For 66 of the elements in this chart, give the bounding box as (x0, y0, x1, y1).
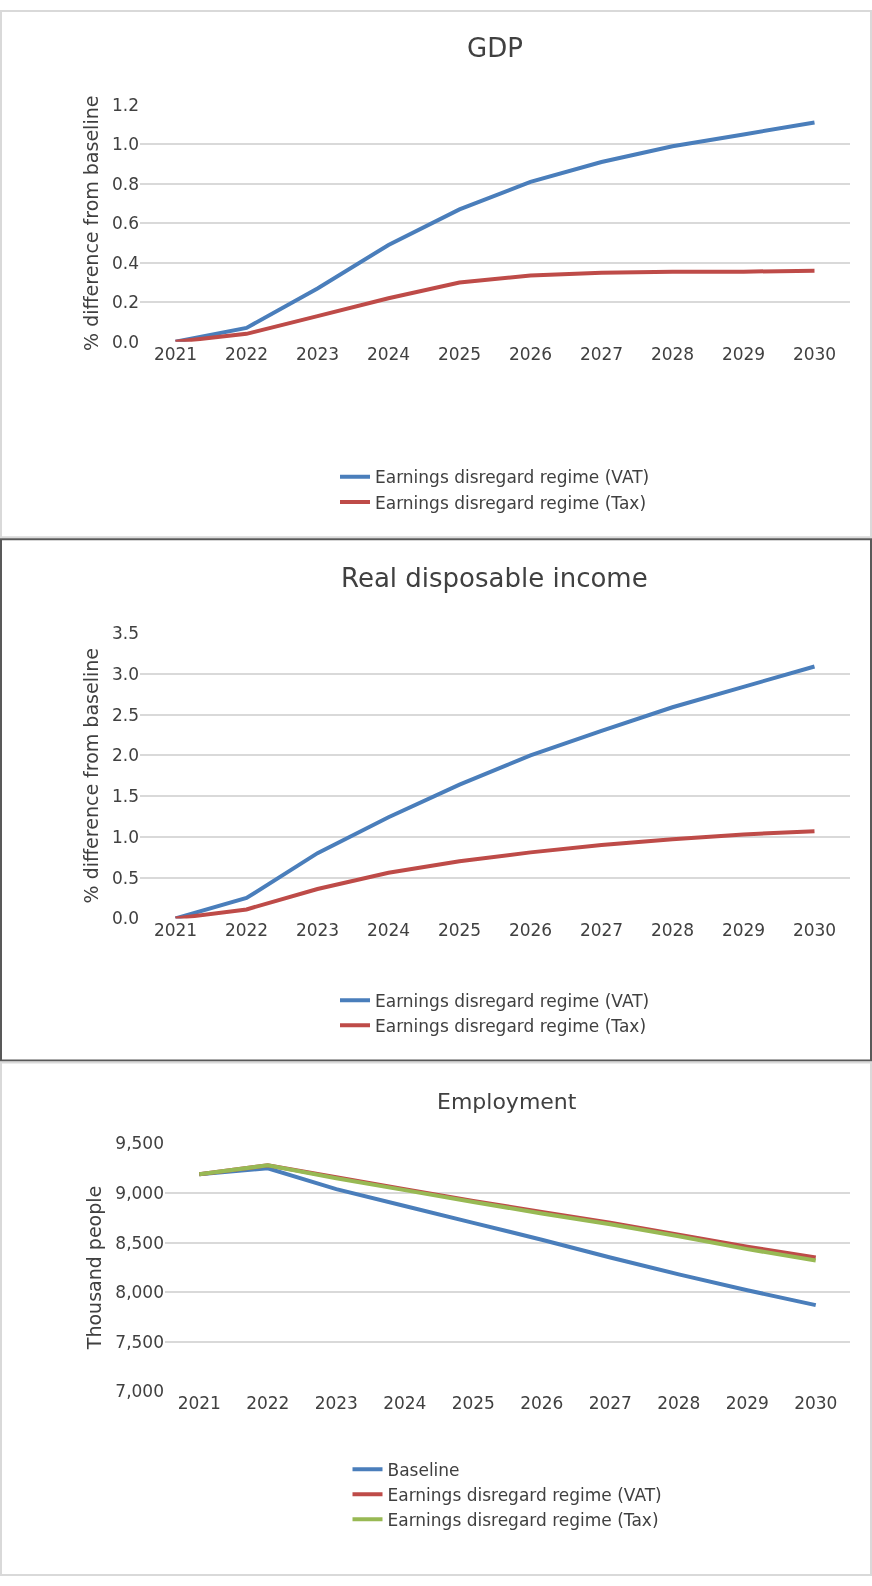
legend-label: Earnings disregard regime (Tax) (375, 492, 647, 513)
x-tick-label: 2023 (295, 343, 340, 364)
x-tick-label: 2028 (657, 1393, 701, 1414)
x-tick-label: 2022 (224, 920, 269, 941)
y-tick-label: 0.4 (111, 252, 139, 273)
x-tick-label: 2027 (579, 343, 624, 364)
x-tick-label: 2021 (153, 920, 198, 941)
y-tick-label: 2.5 (111, 704, 139, 725)
x-tick-label: 2025 (451, 1393, 495, 1414)
legend-label: Earnings disregard regime (Tax) (387, 1509, 659, 1530)
y-axis-title: Thousand people (83, 1185, 106, 1351)
y-tick-label: 0.6 (111, 213, 139, 234)
chart-title: Employment (437, 1089, 577, 1114)
chart-title: Real disposable income (341, 563, 648, 593)
x-tick-label: 2027 (588, 1393, 632, 1414)
x-tick-label: 2021 (153, 343, 198, 364)
line-series (173, 829, 817, 919)
x-tick-label: 2024 (383, 1393, 427, 1414)
y-tick-label: 2.0 (111, 745, 139, 766)
legend-label: Earnings disregard regime (VAT) (375, 990, 650, 1011)
x-tick-label: 2026 (508, 920, 553, 941)
y-tick-label: 1.0 (111, 826, 139, 847)
x-tick-label: 2024 (366, 343, 411, 364)
y-tick-label: 7,000 (115, 1381, 164, 1402)
y-tick-label: 7,500 (115, 1331, 164, 1352)
legend-label: Earnings disregard regime (VAT) (387, 1484, 662, 1505)
x-tick-label: 2024 (366, 920, 411, 941)
y-tick-label: 0.2 (111, 292, 139, 313)
y-tick-label: 8,500 (115, 1232, 164, 1253)
x-tick-label: 2021 (177, 1393, 221, 1414)
x-tick-label: 2025 (437, 343, 482, 364)
x-tick-label: 2028 (650, 343, 695, 364)
x-tick-label: 2026 (508, 343, 553, 364)
x-tick-label: 2030 (792, 920, 837, 941)
y-tick-label: 1.2 (111, 94, 139, 115)
x-tick-label: 2030 (794, 1393, 838, 1414)
y-tick-label: 3.0 (111, 663, 139, 684)
chart-title: GDP (467, 33, 523, 63)
y-tick-label: 9,000 (115, 1183, 164, 1204)
x-tick-label: 2022 (246, 1393, 290, 1414)
y-tick-label: 0.0 (111, 908, 139, 929)
y-tick-label: 3.5 (111, 622, 139, 643)
x-tick-label: 2023 (295, 920, 340, 941)
legend-label: Baseline (387, 1459, 460, 1480)
x-tick-label: 2027 (579, 920, 624, 941)
y-tick-label: 1.0 (111, 134, 139, 155)
y-tick-label: 8,000 (115, 1282, 164, 1303)
x-tick-label: 2026 (520, 1393, 564, 1414)
x-tick-label: 2025 (437, 920, 482, 941)
line-series (173, 268, 817, 342)
x-tick-label: 2023 (314, 1393, 358, 1414)
x-tick-label: 2030 (792, 343, 837, 364)
y-axis-title: % difference from baseline (79, 648, 102, 904)
y-tick-label: 0.5 (111, 867, 139, 888)
x-tick-label: 2022 (224, 343, 269, 364)
x-tick-label: 2029 (721, 343, 766, 364)
y-tick-label: 9,500 (115, 1133, 164, 1154)
x-tick-label: 2029 (721, 920, 766, 941)
y-tick-label: 1.5 (111, 786, 139, 807)
y-axis-title: % difference from baseline (79, 95, 102, 351)
y-tick-label: 0.0 (111, 331, 139, 352)
x-tick-label: 2028 (650, 920, 695, 941)
x-tick-label: 2029 (725, 1393, 769, 1414)
legend-label: Earnings disregard regime (VAT) (375, 467, 650, 488)
legend-label: Earnings disregard regime (Tax) (375, 1015, 647, 1036)
y-tick-label: 0.8 (111, 173, 139, 194)
